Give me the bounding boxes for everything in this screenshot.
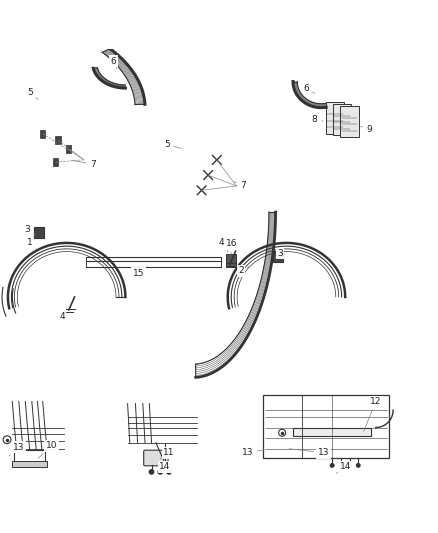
Text: 4: 4 xyxy=(60,308,67,321)
FancyBboxPatch shape xyxy=(226,254,237,266)
Text: 12: 12 xyxy=(364,397,381,432)
Text: 6: 6 xyxy=(303,84,315,93)
Text: 10: 10 xyxy=(38,441,57,458)
Text: 7: 7 xyxy=(234,181,246,190)
Circle shape xyxy=(348,464,351,467)
Text: 14: 14 xyxy=(336,462,351,473)
Text: 14: 14 xyxy=(159,462,170,471)
Circle shape xyxy=(158,470,162,474)
Bar xyxy=(66,145,71,153)
Circle shape xyxy=(167,470,171,474)
Text: 1: 1 xyxy=(27,238,36,249)
Text: 11: 11 xyxy=(160,448,175,459)
Text: 16: 16 xyxy=(226,239,238,255)
FancyBboxPatch shape xyxy=(325,102,344,134)
Text: 15: 15 xyxy=(133,265,147,278)
FancyBboxPatch shape xyxy=(293,429,371,436)
Bar xyxy=(53,158,58,166)
Text: 9: 9 xyxy=(360,125,372,134)
Text: 13: 13 xyxy=(9,442,25,456)
FancyBboxPatch shape xyxy=(12,461,47,467)
Text: 3: 3 xyxy=(25,225,35,235)
Text: 8: 8 xyxy=(312,115,323,124)
Text: 13: 13 xyxy=(289,448,329,457)
Text: 7: 7 xyxy=(71,160,95,169)
Text: 6: 6 xyxy=(111,56,117,68)
FancyBboxPatch shape xyxy=(333,104,351,135)
FancyBboxPatch shape xyxy=(144,450,168,466)
FancyBboxPatch shape xyxy=(340,106,359,137)
Bar xyxy=(55,136,60,144)
Text: 5: 5 xyxy=(164,140,181,149)
Circle shape xyxy=(330,464,334,467)
FancyBboxPatch shape xyxy=(273,251,283,262)
Text: 13: 13 xyxy=(241,448,264,457)
Bar xyxy=(40,130,46,138)
Text: 2: 2 xyxy=(238,266,250,276)
Text: 3: 3 xyxy=(275,249,283,258)
FancyBboxPatch shape xyxy=(34,228,44,238)
Circle shape xyxy=(357,464,360,467)
Text: 5: 5 xyxy=(27,88,39,99)
Circle shape xyxy=(339,464,343,467)
Circle shape xyxy=(149,470,154,474)
Text: 4: 4 xyxy=(219,238,228,252)
